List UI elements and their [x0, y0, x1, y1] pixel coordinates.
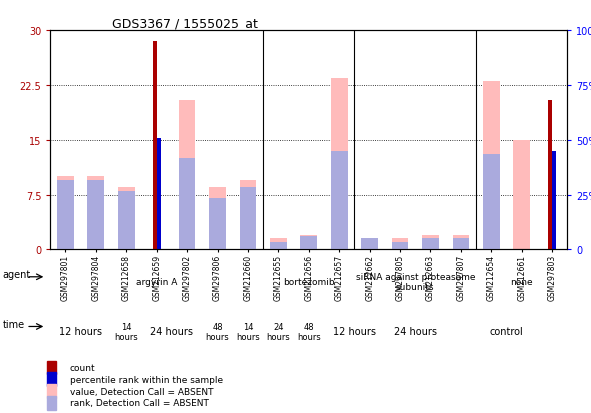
Text: 24 hours: 24 hours [151, 326, 193, 337]
Bar [548, 100, 552, 250]
Bar [57, 177, 74, 250]
Bar [483, 82, 499, 250]
Bar [178, 100, 196, 250]
Text: 24
hours: 24 hours [267, 322, 290, 341]
Bar [152, 42, 157, 250]
Bar [270, 239, 287, 250]
Bar [422, 235, 439, 250]
Bar [331, 78, 348, 250]
Text: bortezomib: bortezomib [283, 278, 335, 286]
Bar [47, 373, 56, 386]
Text: 48
hours: 48 hours [297, 322, 321, 341]
Bar [514, 140, 530, 250]
Bar [483, 155, 499, 250]
Bar [270, 242, 287, 250]
Text: control: control [490, 326, 524, 337]
Bar [57, 180, 74, 250]
Text: GDS3367 / 1555025_at: GDS3367 / 1555025_at [112, 17, 258, 30]
Text: argyrin A: argyrin A [136, 278, 177, 286]
Bar [422, 239, 439, 250]
Bar [118, 192, 135, 250]
Bar [157, 139, 161, 250]
Text: 14
hours: 14 hours [115, 322, 138, 341]
Bar [47, 361, 56, 374]
Bar [300, 235, 317, 250]
Bar [47, 385, 56, 398]
Text: value, Detection Call = ABSENT: value, Detection Call = ABSENT [70, 387, 213, 396]
Bar [553, 151, 556, 250]
Text: siRNA against proteasome
subunits: siRNA against proteasome subunits [356, 272, 475, 292]
Bar [118, 188, 135, 250]
Bar [87, 180, 104, 250]
Bar [453, 239, 469, 250]
Bar [392, 242, 408, 250]
Text: none: none [511, 278, 533, 286]
Bar [209, 188, 226, 250]
Bar [239, 188, 256, 250]
Bar [361, 239, 378, 250]
Bar [453, 235, 469, 250]
Text: 14
hours: 14 hours [236, 322, 260, 341]
Bar [392, 239, 408, 250]
Bar [300, 237, 317, 250]
Text: agent: agent [2, 270, 31, 280]
Bar [331, 151, 348, 250]
Text: percentile rank within the sample: percentile rank within the sample [70, 375, 223, 384]
Bar [47, 396, 56, 410]
Text: rank, Detection Call = ABSENT: rank, Detection Call = ABSENT [70, 399, 209, 407]
Bar [361, 239, 378, 250]
Text: 48
hours: 48 hours [206, 322, 229, 341]
Text: 12 hours: 12 hours [333, 326, 376, 337]
Text: 24 hours: 24 hours [394, 326, 437, 337]
Text: count: count [70, 363, 95, 372]
Text: time: time [2, 319, 25, 329]
Text: 12 hours: 12 hours [59, 326, 102, 337]
Bar [239, 180, 256, 250]
Bar [87, 177, 104, 250]
Bar [209, 199, 226, 250]
Bar [178, 159, 196, 250]
